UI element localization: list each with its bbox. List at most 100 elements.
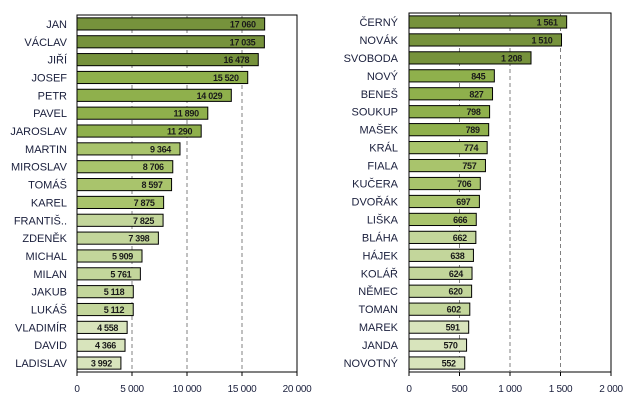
value-label: 798 [466, 107, 480, 117]
category-label: DAVID [34, 340, 67, 352]
category-label: ČERNÝ [359, 16, 398, 29]
bar [408, 87, 494, 101]
bar [76, 53, 259, 67]
category-label: FRANTIŠ.. [14, 214, 67, 227]
value-label: 8 597 [142, 180, 163, 190]
value-label: 5 112 [104, 305, 125, 315]
value-label: 827 [469, 89, 483, 99]
value-label: 11 890 [174, 109, 200, 119]
category-label: LUKÁŠ [31, 304, 67, 317]
bar [408, 69, 495, 83]
category-label: VÁCLAV [24, 36, 67, 49]
bar [408, 320, 470, 334]
category-label: NOVOTNÝ [344, 357, 399, 370]
value-label: 3 992 [91, 359, 112, 369]
bar [76, 106, 209, 120]
category-label: LADISLAV [15, 358, 67, 370]
value-label: 774 [464, 143, 478, 153]
bar [76, 88, 232, 102]
value-label: 697 [456, 197, 470, 207]
bar [76, 231, 159, 245]
value-label: 845 [471, 71, 485, 81]
value-label: 7 875 [134, 198, 155, 208]
value-label: 7 398 [128, 234, 149, 244]
category-label: KOLÁŘ [361, 267, 398, 280]
category-label: HÁJEK [363, 249, 399, 262]
category-label: ZDENĚK [22, 232, 67, 245]
category-label: MAREK [359, 322, 399, 334]
value-label: 620 [448, 287, 462, 297]
bar [408, 105, 491, 119]
bar [76, 124, 202, 138]
bar [408, 194, 480, 209]
bar [76, 70, 249, 85]
bar [408, 356, 466, 370]
value-label: 1 510 [531, 35, 552, 45]
bar [408, 33, 563, 47]
value-label: 5 761 [110, 269, 131, 279]
value-label: 666 [453, 215, 467, 225]
category-label: SVOBODA [344, 53, 399, 65]
value-label: 8 706 [143, 162, 164, 172]
category-label: PAVEL [33, 108, 67, 120]
first-names-chart: JAN 17 060 VÁCLAV 17 035 JIŘÍ 16 478 JOSEF 15 5… [10, 14, 313, 395]
bar [76, 178, 173, 192]
bar [408, 51, 532, 65]
value-label: 17 060 [230, 19, 256, 29]
bar [76, 213, 164, 227]
value-label: 789 [466, 125, 480, 135]
value-label: 1 208 [501, 53, 522, 63]
bar [408, 248, 474, 262]
bar [408, 141, 488, 155]
x-tick-label: 15 000 [228, 384, 258, 395]
category-label: KAREL [31, 197, 67, 209]
category-label: FIALA [367, 161, 398, 173]
value-label: 17 035 [230, 37, 256, 47]
bar [76, 35, 265, 49]
bar [76, 285, 134, 299]
bar [408, 176, 481, 191]
bar [76, 267, 141, 281]
bar [76, 195, 165, 209]
bar [408, 230, 477, 244]
bar [76, 249, 143, 263]
category-label: TOMÁŠ [28, 179, 67, 192]
value-label: 5 909 [112, 251, 133, 261]
category-label: JIŘÍ [47, 54, 68, 67]
category-label: JOSEF [32, 72, 68, 84]
value-label: 14 029 [197, 91, 223, 101]
category-label: DVOŘÁK [352, 195, 399, 208]
category-label: JAROSLAV [10, 126, 67, 138]
bar [408, 15, 568, 29]
bar [76, 160, 174, 174]
bar [408, 338, 468, 352]
value-label: 552 [442, 359, 456, 369]
value-label: 757 [462, 161, 476, 171]
x-tick-label: 10 000 [173, 384, 203, 395]
x-tick-label: 2 000 [599, 384, 623, 395]
value-label: 7 825 [133, 216, 154, 226]
category-label: NOVÁK [359, 34, 398, 47]
value-label: 4 366 [95, 341, 116, 351]
bar [76, 142, 181, 156]
category-label: NOVÝ [367, 70, 399, 83]
category-label: JAKUB [32, 287, 67, 299]
category-label: BENEŠ [361, 88, 398, 101]
bar [408, 266, 473, 280]
bar [76, 320, 128, 334]
category-label: JANDA [362, 340, 399, 352]
value-label: 638 [450, 251, 464, 261]
bar [76, 17, 266, 31]
value-label: 624 [449, 269, 463, 279]
value-label: 706 [457, 179, 471, 189]
value-label: 9 364 [150, 144, 171, 154]
x-tick-label: 0 [406, 384, 412, 395]
bar [408, 284, 473, 298]
category-label: LIŠKA [367, 213, 399, 226]
category-label: JAN [46, 19, 67, 31]
category-label: TOMAN [358, 304, 398, 316]
value-label: 570 [443, 341, 457, 351]
value-label: 591 [446, 323, 460, 333]
x-tick-label: 20 000 [283, 384, 313, 395]
